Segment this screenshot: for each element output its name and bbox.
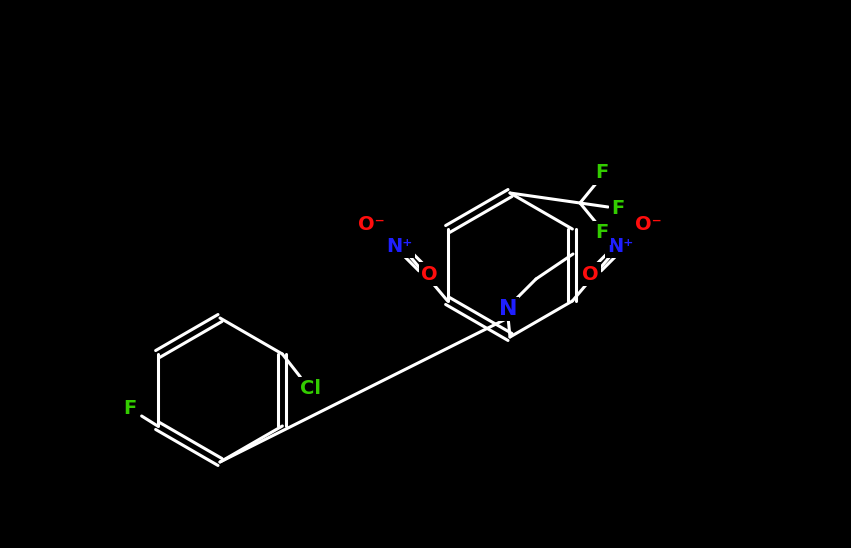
Text: O: O xyxy=(421,265,438,283)
Text: O⁻: O⁻ xyxy=(635,214,662,233)
Text: Cl: Cl xyxy=(300,380,321,398)
Text: F: F xyxy=(596,224,608,243)
Text: F: F xyxy=(596,163,608,182)
Text: O: O xyxy=(582,265,598,283)
Text: N⁺: N⁺ xyxy=(386,237,413,255)
Text: F: F xyxy=(123,398,136,418)
Text: N⁺: N⁺ xyxy=(607,237,633,255)
Text: F: F xyxy=(611,198,625,218)
Text: O⁻: O⁻ xyxy=(358,214,385,233)
Text: N: N xyxy=(499,299,517,319)
